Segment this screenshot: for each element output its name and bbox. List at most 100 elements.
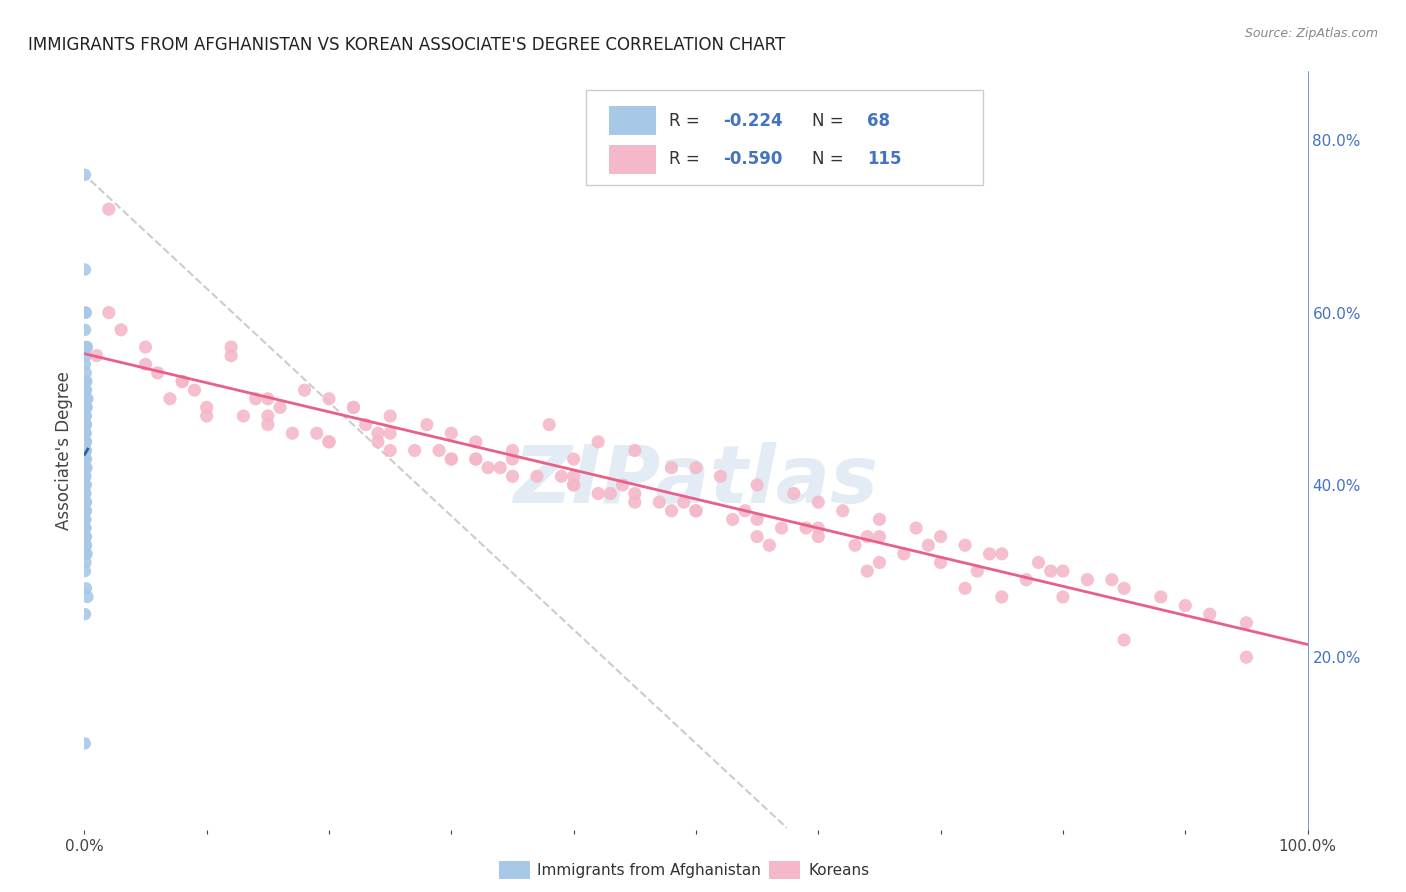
Point [73,357,96,371]
Point [929,556,952,570]
Point [135,357,157,371]
Point [269,401,291,415]
Point [294,383,316,397]
Point [477,460,499,475]
Point [73,564,96,578]
Point [318,434,340,449]
FancyBboxPatch shape [586,90,983,186]
Point [502,452,524,467]
Point [1028,556,1050,570]
Point [917,538,939,552]
Point [661,460,683,475]
Point [232,409,254,423]
Point [75,469,97,483]
Point [75,340,97,354]
Point [73,478,96,492]
Point [661,504,683,518]
Point [75,375,97,389]
Point [562,478,585,492]
Point [354,417,377,432]
Point [75,392,97,406]
Point [318,392,340,406]
Point [562,452,585,467]
Point [159,392,181,406]
Text: IMMIGRANTS FROM AFGHANISTAN VS KOREAN ASSOCIATE'S DEGREE CORRELATION CHART: IMMIGRANTS FROM AFGHANISTAN VS KOREAN AS… [28,36,786,54]
Point [75,504,97,518]
Point [807,530,830,544]
Point [97,305,120,319]
Point [195,409,218,423]
Point [75,426,97,441]
Point [75,366,97,380]
Point [367,426,389,441]
Point [672,495,695,509]
Point [73,417,96,432]
Point [73,736,96,750]
Point [73,168,96,182]
Point [75,495,97,509]
Point [966,564,988,578]
Point [195,401,218,415]
Point [624,443,647,458]
Text: R =: R = [669,150,704,169]
Point [562,469,585,483]
Point [770,521,793,535]
Point [75,434,97,449]
Point [747,478,769,492]
Point [1052,564,1074,578]
Point [869,556,891,570]
Point [75,443,97,458]
Text: Immigrants from Afghanistan: Immigrants from Afghanistan [537,863,761,878]
Point [380,443,402,458]
Point [76,340,98,354]
Text: N =: N = [813,150,849,169]
Point [685,504,707,518]
Point [929,530,952,544]
Point [245,392,267,406]
Text: N =: N = [813,112,849,130]
Point [586,434,609,449]
Point [807,495,830,509]
Point [75,409,97,423]
Point [281,426,304,441]
Point [257,409,280,423]
Point [73,401,96,415]
Point [76,392,98,406]
Point [257,417,280,432]
Point [342,401,364,415]
Point [75,323,97,337]
Point [73,547,96,561]
Point [75,417,97,432]
Point [416,417,439,432]
Point [831,504,853,518]
Point [75,512,97,526]
Point [75,443,97,458]
Point [172,375,194,389]
Point [76,547,98,561]
Text: Koreans: Koreans [808,863,869,878]
Point [1101,573,1123,587]
Point [73,375,96,389]
Point [991,547,1014,561]
Point [586,486,609,500]
Point [318,434,340,449]
Point [75,401,97,415]
Point [747,512,769,526]
Point [1114,582,1136,596]
Point [219,349,242,363]
Point [538,417,561,432]
Point [75,582,97,596]
Point [464,434,486,449]
Point [953,582,976,596]
Point [75,495,97,509]
Point [219,340,242,354]
Point [758,538,780,552]
Point [489,460,512,475]
Point [75,305,97,319]
Point [73,409,96,423]
Point [1150,590,1173,604]
Point [856,530,879,544]
Point [75,530,97,544]
Point [305,426,328,441]
Point [75,434,97,449]
